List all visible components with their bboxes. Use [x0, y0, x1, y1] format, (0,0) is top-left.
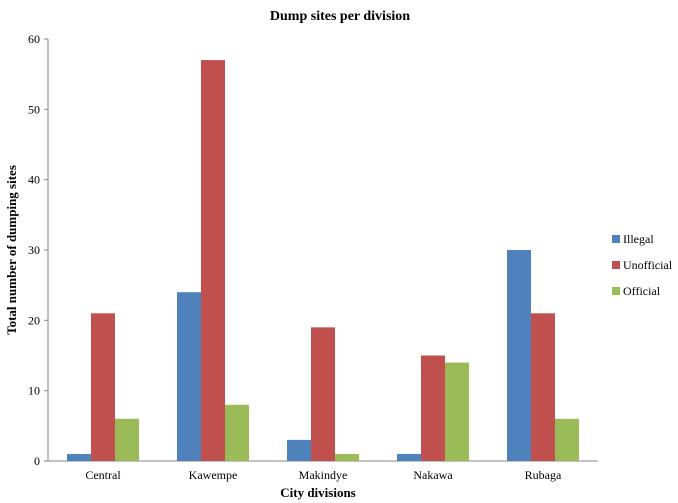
bar-illegal-kawempe: [177, 292, 201, 461]
bar-unofficial-rubaga: [531, 313, 555, 461]
bar-official-nakawa: [445, 362, 469, 461]
legend-label-official: Official: [623, 284, 661, 298]
y-tick-label: 40: [28, 173, 40, 187]
y-tick-label: 30: [28, 243, 40, 257]
bar-unofficial-central: [91, 313, 115, 461]
legend-swatch-illegal: [612, 235, 620, 243]
x-tick-label: Rubaga: [525, 468, 562, 482]
x-axis-label: City divisions: [280, 485, 356, 500]
legend-label-unofficial: Unofficial: [623, 258, 673, 272]
bar-official-makindye: [335, 453, 359, 461]
bar-illegal-rubaga: [507, 250, 531, 461]
bar-official-central: [115, 418, 139, 461]
y-tick-label: 50: [28, 102, 40, 116]
legend-label-illegal: Illegal: [623, 232, 654, 246]
y-tick-label: 0: [34, 454, 40, 468]
y-axis-label: Total number of dumping sites: [4, 165, 19, 335]
y-tick-label: 20: [28, 313, 40, 327]
bar-unofficial-kawempe: [201, 60, 225, 461]
bar-official-rubaga: [555, 418, 579, 461]
x-tick-label: Nakawa: [413, 468, 453, 482]
bars: [67, 60, 579, 461]
bar-unofficial-nakawa: [421, 355, 445, 461]
bar-unofficial-makindye: [311, 327, 335, 461]
y-tick-label: 10: [28, 384, 40, 398]
bar-illegal-makindye: [287, 439, 311, 461]
y-tick-label: 60: [28, 32, 40, 46]
legend-swatch-official: [612, 287, 620, 295]
x-tick-label: Central: [85, 468, 121, 482]
legend-swatch-unofficial: [612, 261, 620, 269]
x-ticks: Central Kawempe Makindye Nakawa Rubaga: [85, 468, 562, 482]
bar-illegal-nakawa: [397, 453, 421, 461]
bar-illegal-central: [67, 453, 91, 461]
x-tick-label: Kawempe: [189, 468, 238, 482]
chart-title: Dump sites per division: [270, 9, 410, 24]
legend: Illegal Unofficial Official: [612, 232, 673, 298]
x-tick-label: Makindye: [299, 468, 348, 482]
y-ticks: 0 10 20 30 40 50 60: [28, 32, 48, 468]
bar-official-kawempe: [225, 404, 249, 461]
